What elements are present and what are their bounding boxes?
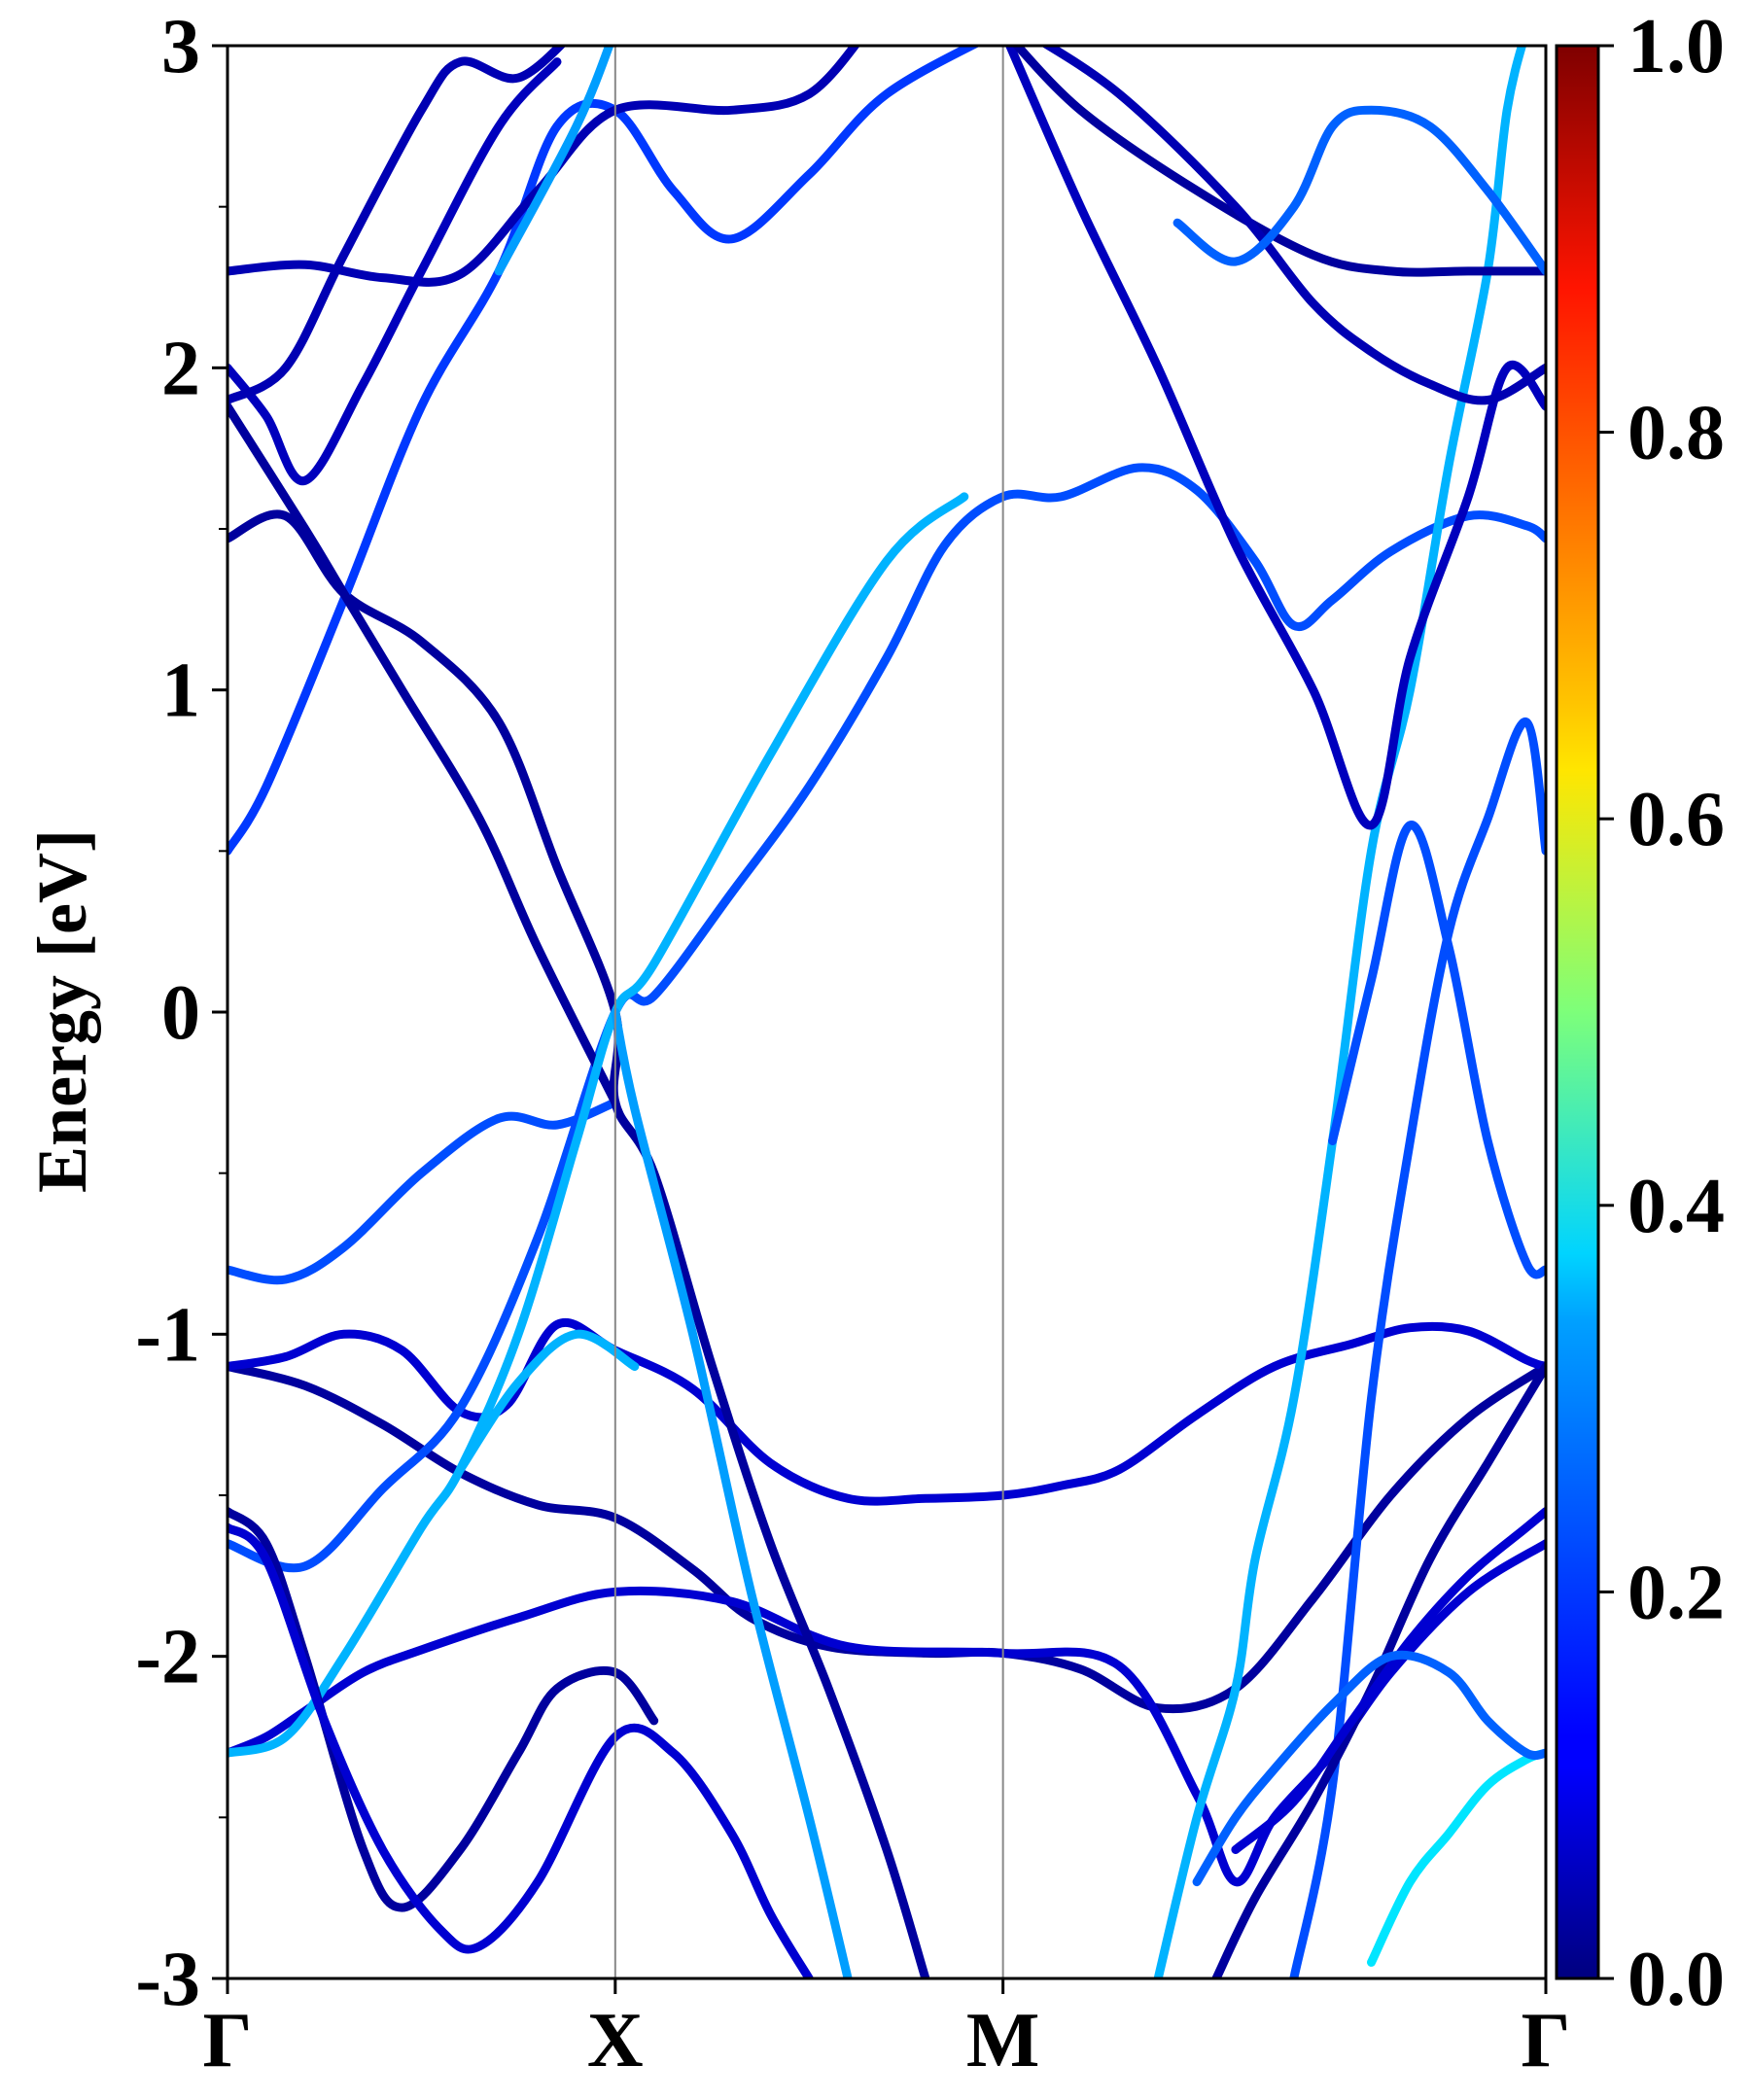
colorbar-tick-label: 0.2 — [1628, 1550, 1725, 1635]
y-tick-label: 0 — [161, 970, 200, 1056]
plot-area — [228, 46, 1546, 1978]
band-line — [228, 402, 620, 1107]
high-symmetry-lines — [613, 46, 1004, 1978]
band-line — [228, 46, 567, 404]
colorbar-tick-label: 0.0 — [1628, 1937, 1725, 2022]
band-line — [228, 1507, 659, 1912]
y-tick-label: -1 — [135, 1292, 200, 1378]
x-tick-label: M — [966, 1998, 1040, 2083]
colorbar-tick-label: 0.8 — [1628, 391, 1725, 476]
band-line — [494, 46, 614, 276]
band-line — [1192, 1650, 1546, 1887]
colorbar-tick-label: 1.0 — [1628, 4, 1725, 89]
band-line — [228, 57, 562, 485]
y-tick-label: 2 — [161, 326, 200, 411]
band-line — [1172, 105, 1546, 276]
y-tick-label: 3 — [161, 4, 200, 89]
band-line — [228, 46, 982, 856]
y-tick-label: -3 — [135, 1937, 200, 2022]
band-line — [1367, 1748, 1546, 1967]
x-tick-label: X — [587, 1998, 644, 2083]
y-tick-label: -2 — [135, 1615, 200, 1700]
band-line — [455, 1329, 640, 1474]
band-line — [1231, 1507, 1546, 1854]
band-line — [228, 1317, 1546, 1506]
band-line — [1004, 46, 1546, 830]
band-line — [611, 1007, 853, 1978]
colorbar-ticks: 0.0 0.2 0.4 0.6 0.8 1.0 — [1598, 4, 1725, 2022]
y-axis: -3 -2 -1 0 1 2 3 — [135, 4, 228, 2022]
y-tick-label: 1 — [161, 648, 200, 734]
y-axis-title: Energy [eV] — [23, 829, 101, 1193]
colorbar-tick-label: 0.6 — [1628, 777, 1725, 862]
band-line — [228, 492, 969, 1758]
band-line — [1011, 46, 1546, 277]
colorbar-tick-label: 0.4 — [1628, 1164, 1725, 1249]
band-line — [1040, 46, 1546, 405]
x-tick-label: Γ — [1522, 1998, 1571, 2083]
colorbar — [1555, 44, 1600, 1980]
band-line — [228, 463, 1546, 1573]
x-tick-label: Γ — [203, 1998, 253, 2083]
band-line — [228, 1098, 620, 1285]
band-line — [1153, 46, 1527, 1978]
band-line — [1328, 821, 1546, 1279]
band-line — [228, 1522, 814, 1978]
